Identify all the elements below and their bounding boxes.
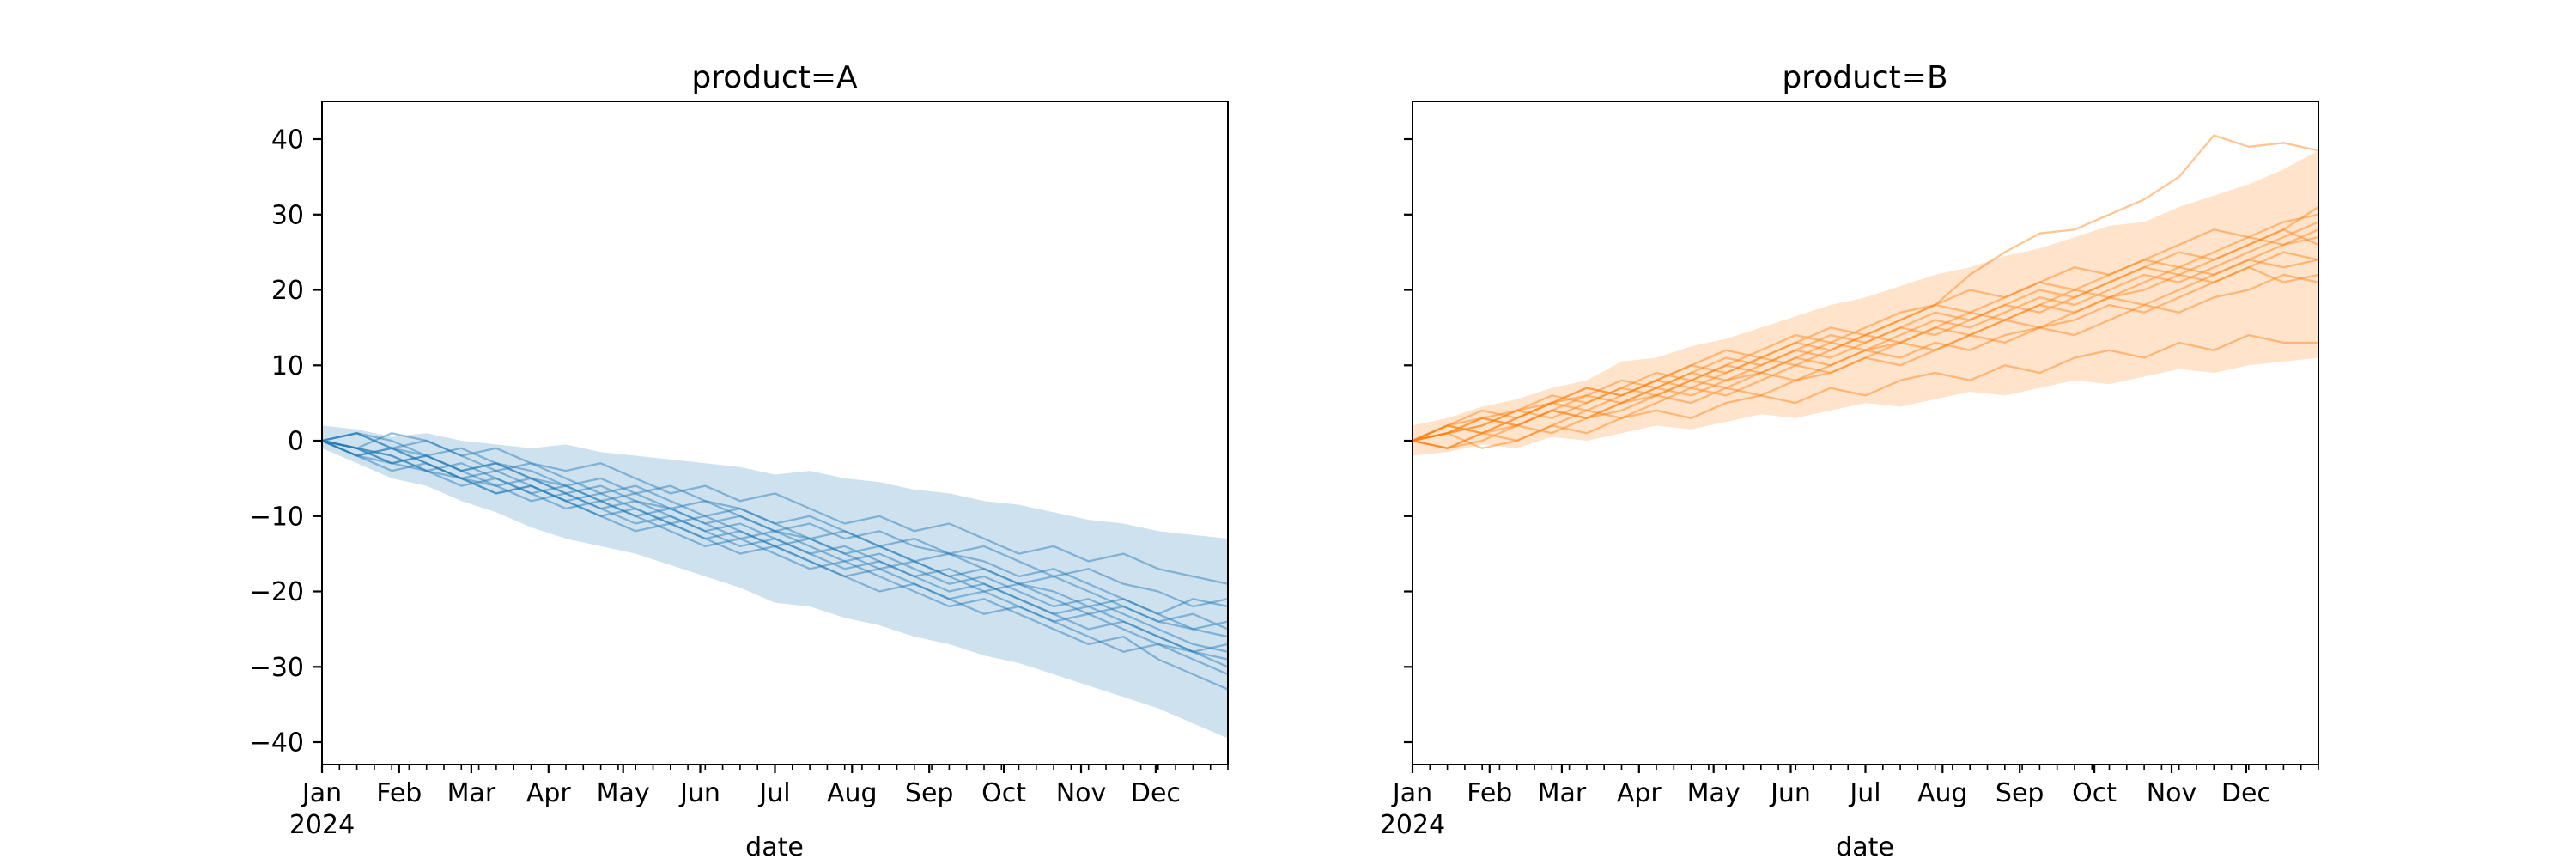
x-tick-label: Jan xyxy=(301,778,342,808)
x-tick-label: Mar xyxy=(1538,778,1587,808)
plot-area-border-b xyxy=(1412,101,2319,765)
series-line-11 xyxy=(1411,333,2320,449)
series-line-1 xyxy=(320,439,1230,608)
series-line-10 xyxy=(320,439,1230,661)
x-tick-label: Mar xyxy=(447,778,496,808)
series-line-2 xyxy=(1411,251,2320,449)
x-tick-label: Oct xyxy=(2072,778,2117,808)
panel-a-title: product=A xyxy=(691,60,858,95)
series-line-3 xyxy=(1411,235,2320,442)
axis-tick-labels-layer-b: Jan Feb Mar Apr May Jun Jul Aug Sep Oct Nov Dec xyxy=(1391,778,2271,808)
panel-product-a: Jan Feb Mar Apr May Jun Jul Aug Sep Oct Nov Dec 40 30… xyxy=(250,60,1230,859)
y-tick-label: 20 xyxy=(271,276,304,306)
y-tick-label: 0 xyxy=(288,427,304,457)
series-layer-a xyxy=(320,432,1230,691)
x-tick-label: Dec xyxy=(1131,778,1181,808)
x-tick-label: Feb xyxy=(1467,778,1512,808)
plot-area-border-a xyxy=(321,101,1229,765)
x-axis-label-a: date xyxy=(745,832,804,859)
series-line-11 xyxy=(320,432,1230,585)
series-line-7 xyxy=(320,432,1230,615)
x-axis-year-label-b: 2024 xyxy=(1380,810,1445,840)
x-tick-label: Nov xyxy=(2147,778,2197,808)
x-axis-year-label-a: 2024 xyxy=(289,810,355,840)
x-tick-label: Jun xyxy=(678,778,720,808)
series-line-5 xyxy=(320,439,1230,668)
series-line-8 xyxy=(1411,228,2320,442)
series-line-6 xyxy=(1411,134,2320,442)
series-line-12 xyxy=(1411,213,2320,442)
x-tick-label: May xyxy=(1687,778,1741,808)
y-tick-label: −40 xyxy=(250,728,304,758)
series-line-1 xyxy=(1411,273,2320,442)
x-tick-label: Aug xyxy=(827,778,878,808)
panel-b-title: product=B xyxy=(1782,60,1947,95)
x-tick-label: May xyxy=(597,778,650,808)
y-tick-label: −20 xyxy=(250,577,304,607)
uncertainty-band xyxy=(322,425,1228,739)
uncertainty-band xyxy=(1413,150,2318,456)
y-tick-label: −10 xyxy=(250,502,304,532)
y-tick-label: 10 xyxy=(271,351,304,381)
band-layer-a xyxy=(322,425,1228,739)
x-tick-label: Jan xyxy=(1391,778,1432,808)
series-line-6 xyxy=(320,439,1230,691)
series-line-4 xyxy=(320,439,1230,653)
x-tick-label: Feb xyxy=(376,778,422,808)
x-tick-label: Jun xyxy=(1769,778,1811,808)
x-tick-label: Apr xyxy=(1617,778,1662,808)
series-line-7 xyxy=(1411,266,2320,449)
x-tick-label: Sep xyxy=(905,778,954,808)
x-axis-label-b: date xyxy=(1836,832,1894,859)
x-tick-label: Jul xyxy=(1848,778,1880,808)
series-line-10 xyxy=(1411,228,2320,442)
y-tick-label: 30 xyxy=(271,200,304,230)
panel-product-b: Jan Feb Mar Apr May Jun Jul Aug Sep Oct Nov Dec pro… xyxy=(1380,60,2320,859)
x-tick-label: Sep xyxy=(1996,778,2044,808)
x-tick-label: Jul xyxy=(757,778,790,808)
axis-tick-labels-layer-a: Jan Feb Mar Apr May Jun Jul Aug Sep Oct Nov Dec 40 30… xyxy=(250,125,1181,809)
series-line-4 xyxy=(1411,221,2320,442)
series-line-2 xyxy=(320,432,1230,631)
axis-ticks-layer-b xyxy=(1404,137,2319,773)
x-tick-label: Apr xyxy=(526,778,572,808)
series-line-3 xyxy=(320,439,1230,638)
y-tick-label: −30 xyxy=(250,653,304,683)
x-tick-label: Aug xyxy=(1917,778,1968,808)
x-tick-label: Nov xyxy=(1056,778,1107,808)
series-line-5 xyxy=(1411,205,2320,442)
series-line-9 xyxy=(1411,259,2320,449)
series-layer-b xyxy=(1411,134,2320,449)
series-line-12 xyxy=(320,439,1230,676)
series-line-8 xyxy=(320,439,1230,653)
y-tick-label: 40 xyxy=(271,125,304,155)
band-layer-b xyxy=(1413,150,2318,456)
x-tick-label: Dec xyxy=(2221,778,2271,808)
x-tick-label: Oct xyxy=(981,778,1026,808)
series-line-9 xyxy=(320,432,1230,631)
